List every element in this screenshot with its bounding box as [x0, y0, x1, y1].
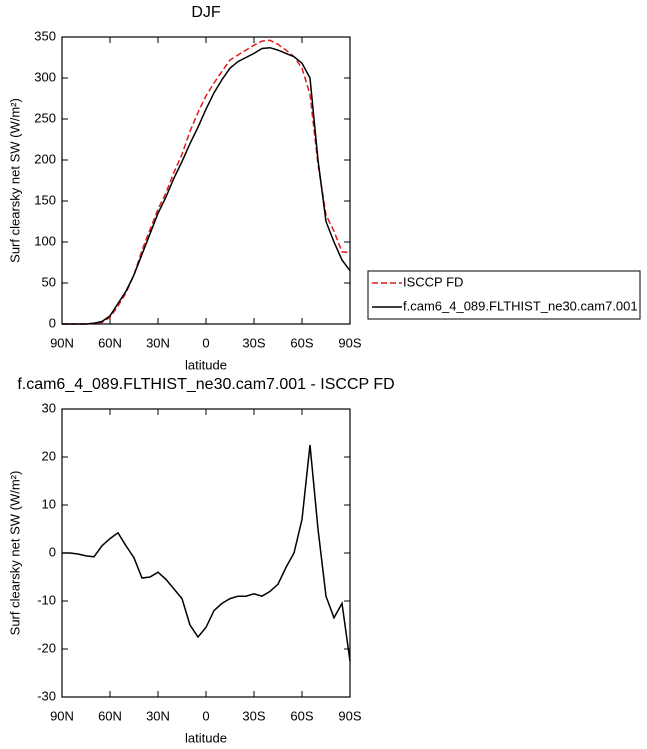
x-tick-label: 30N [146, 708, 170, 723]
y-tick-label: -30 [37, 688, 56, 703]
y-tick-label: 0 [49, 544, 56, 559]
y-tick-label: 350 [34, 28, 56, 43]
y-axis-label: Surf clearsky net SW (W/m²) [7, 471, 22, 636]
x-tick-label: 60S [290, 335, 313, 350]
y-axis-label: Surf clearsky net SW (W/m²) [7, 98, 22, 263]
data-line [62, 46, 351, 325]
legend-label: f.cam6_4_089.FLTHIST_ne30.cam7.001 [403, 298, 638, 313]
y-tick-label: 20 [42, 448, 56, 463]
x-tick-label: 90N [50, 335, 74, 350]
legend-box [367, 270, 641, 320]
plot-frame [61, 408, 351, 698]
x-tick-label: 90N [50, 708, 74, 723]
y-tick-label: 100 [34, 233, 56, 248]
y-tick-label: 300 [34, 69, 56, 84]
y-tick-label: 150 [34, 192, 56, 207]
chart-title: DJF [191, 4, 221, 21]
y-tick-label: 250 [34, 110, 56, 125]
y-tick-label: 50 [42, 274, 56, 289]
x-tick-label: 30S [242, 708, 265, 723]
x-tick-label: 60S [290, 708, 313, 723]
x-axis-label: latitude [185, 730, 227, 745]
x-axis-label: latitude [185, 357, 227, 372]
y-tick-label: 200 [34, 151, 56, 166]
plot-frame [61, 36, 351, 325]
x-tick-label: 30S [242, 335, 265, 350]
chart-title: f.cam6_4_089.FLTHIST_ne30.cam7.001 - ISC… [17, 376, 394, 393]
x-tick-label: 60N [98, 708, 122, 723]
y-tick-label: -20 [37, 640, 56, 655]
data-line [62, 39, 351, 325]
legend-label: ISCCP FD [403, 274, 463, 289]
y-tick-label: -10 [37, 592, 56, 607]
x-tick-label: 0 [202, 708, 209, 723]
x-tick-label: 0 [202, 335, 209, 350]
x-tick-label: 90S [338, 708, 361, 723]
x-tick-label: 60N [98, 335, 122, 350]
y-tick-label: 30 [42, 400, 56, 415]
y-tick-label: 10 [42, 496, 56, 511]
x-tick-label: 90S [338, 335, 361, 350]
x-tick-label: 30N [146, 335, 170, 350]
y-tick-label: 0 [49, 315, 56, 330]
data-line [62, 444, 351, 662]
